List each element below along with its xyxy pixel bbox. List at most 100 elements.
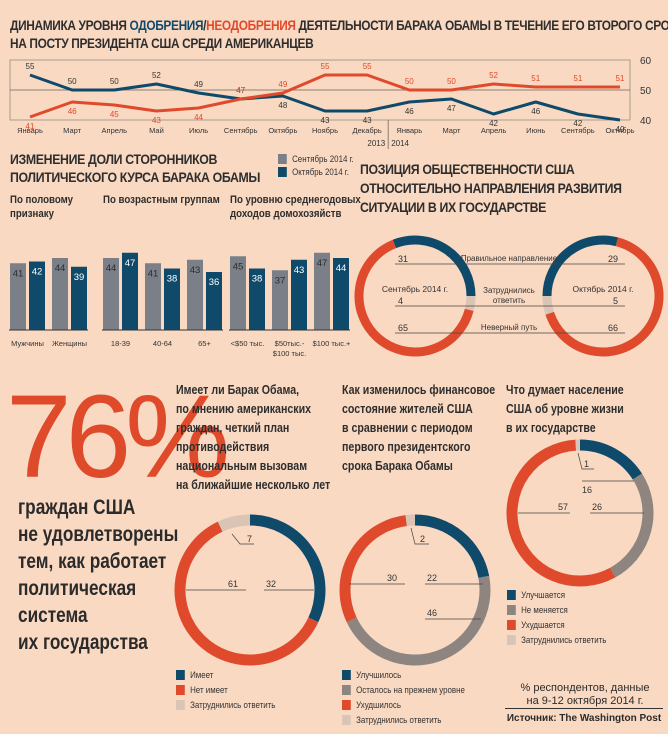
legend-swatch [342,699,351,710]
disapproval-data-label: 51 [573,74,582,83]
bar-value-label: 47 [125,258,136,269]
bar-october [29,261,45,330]
question-line: на ближайшие несколько лет [176,478,331,492]
legend-swatch [507,634,516,645]
finance-donut: 30 22 46 2 [339,514,491,666]
footer-note-line1: % респондентов, данные [520,682,650,694]
y-tick-label: 50 [640,86,652,97]
same-value: 46 [427,608,437,618]
october-value: 5 [613,296,618,306]
disapproval-data-label: 43 [152,116,161,125]
group-title-line: По половому [10,194,74,206]
x-tick-label: Октябрь [605,126,634,135]
main-title-line2: НА ПОСТУ ПРЕЗИДЕНТА США СРЕДИ АМЕРИКАНЦЕ… [10,36,314,51]
legend-item: Ухудшается [507,618,606,631]
disapproval-data-label: 50 [405,77,414,86]
bar-category-label: $100 тыс. [273,349,306,358]
disapproval-data-label: 55 [321,62,330,71]
x-tick-label: Июнь [526,126,545,135]
living-question: Что думает население США об уровне жизни в… [506,381,645,438]
x-tick-label: Апрель [481,126,507,135]
title-slash: / [203,18,207,33]
bar-september [52,258,68,330]
question-line: США об уровне жизни [506,402,624,416]
approval-data-label: 50 [68,77,77,86]
category-label: Неверный путь [481,323,537,332]
no-plan-value: 61 [228,579,238,589]
legend-item: Осталось на прежнем уровне [342,683,465,696]
legend-label: Затруднились ответить [356,714,442,725]
footer-divider [505,708,663,709]
has-plan-value: 32 [266,579,276,589]
question-line: Что думает население [506,383,624,397]
y-tick-label: 60 [640,56,652,67]
legend-label: Октябрь 2014 г. [292,166,349,177]
bar-category-label: 65+ [198,339,211,348]
year-label-2014: 2014 [391,139,409,148]
disapproval-data-label: 44 [194,113,203,122]
big-stat-line: их государства [18,631,148,654]
improved-value: 22 [427,573,437,583]
september-label: Сентябрь 2014 г. [382,284,448,294]
bar-october [333,258,349,330]
approval-data-label: 43 [321,116,330,125]
group-age-title: По возрастным группам [103,193,220,207]
big-stat-text: граждан США не удовлетворены тем, как рабо… [18,494,213,656]
approval-data-label: 42 [489,119,498,128]
legend-label: Затруднились ответить [190,699,276,710]
worsened-segment [339,515,408,623]
big-stat-line: тем, как работает [18,550,167,573]
legend-swatch [342,684,351,695]
question-line: по мнению американских [176,402,312,416]
category-label-undecided: Затруднились [483,286,535,295]
legend-item: Нет имеет [176,683,275,696]
october-swatch [278,166,287,177]
approval-data-label: 47 [447,104,456,113]
legend-label: Нет имеет [190,684,228,695]
bar-october [71,266,87,330]
bar-category-label: $50тыс.- [275,339,305,348]
october-label: Октябрь 2014 г. [572,284,633,294]
undecided-segment [405,514,416,527]
legend-item: Затруднились ответить [507,633,606,646]
approval-data-label: 46 [531,107,540,116]
approval-data-label: 50 [110,77,119,86]
group-title-line: По возрастным группам [103,194,220,206]
x-tick-label: Апрель [102,126,128,135]
x-tick-label: Декабрь [353,126,382,135]
question-line: Имеет ли Барак Обама, [176,383,300,397]
disapproval-data-label: 46 [68,107,77,116]
group-gender-title: По половому признаку [10,193,73,221]
approval-data-label: 47 [236,86,245,95]
undecided-segment [217,514,251,532]
approval-data-label: 49 [194,80,203,89]
approval-data-label: 46 [405,107,414,116]
legend-swatch [342,669,351,680]
bar-september [103,258,119,330]
bar-value-label: 44 [55,263,66,274]
bars-title: ИЗМЕНЕНИЕ ДОЛИ СТОРОННИКОВ ПОЛИТИЧЕСКОГО… [10,150,260,186]
has-plan-segment [249,514,326,623]
approval-data-label: 48 [278,101,287,110]
bar-value-label: 36 [209,277,220,288]
group-income-title: По уровню среднегодовых доходов домохозяй… [230,193,361,221]
approval-data-label: 55 [26,62,35,71]
bar-september [314,252,330,330]
x-tick-label: Сентябрь [224,126,258,135]
finance-legend: Улучшилось Осталось на прежнем уровне Ухуд… [342,668,482,728]
legend-swatch [507,589,516,600]
disapproval-data-label: 55 [363,62,372,71]
bar-value-label: 38 [252,274,263,285]
legend-item: Ухудшилось [342,698,465,711]
question-line: срока Барака Обамы [342,459,453,473]
plan-question: Имеет ли Барак Обама, по мнению американс… [176,381,357,495]
september-value: 31 [398,254,408,264]
worsening-segment [506,439,616,587]
direction-donuts: Сентябрь 2014 г. Октябрь 2014 г. 31 29 Прави… [354,235,664,357]
bar-value-label: 38 [167,274,178,285]
year-label-2013: 2013 [367,139,385,148]
legend-september: Сентябрь 2014 г. [278,152,354,165]
x-tick-label: Июль [189,126,208,135]
legend-item: Имеет [176,668,275,681]
supporters-bar-chart: 41 42 Мужчины 44 39 Женщины 44 47 18-39 41 38 40-64… [9,252,350,358]
